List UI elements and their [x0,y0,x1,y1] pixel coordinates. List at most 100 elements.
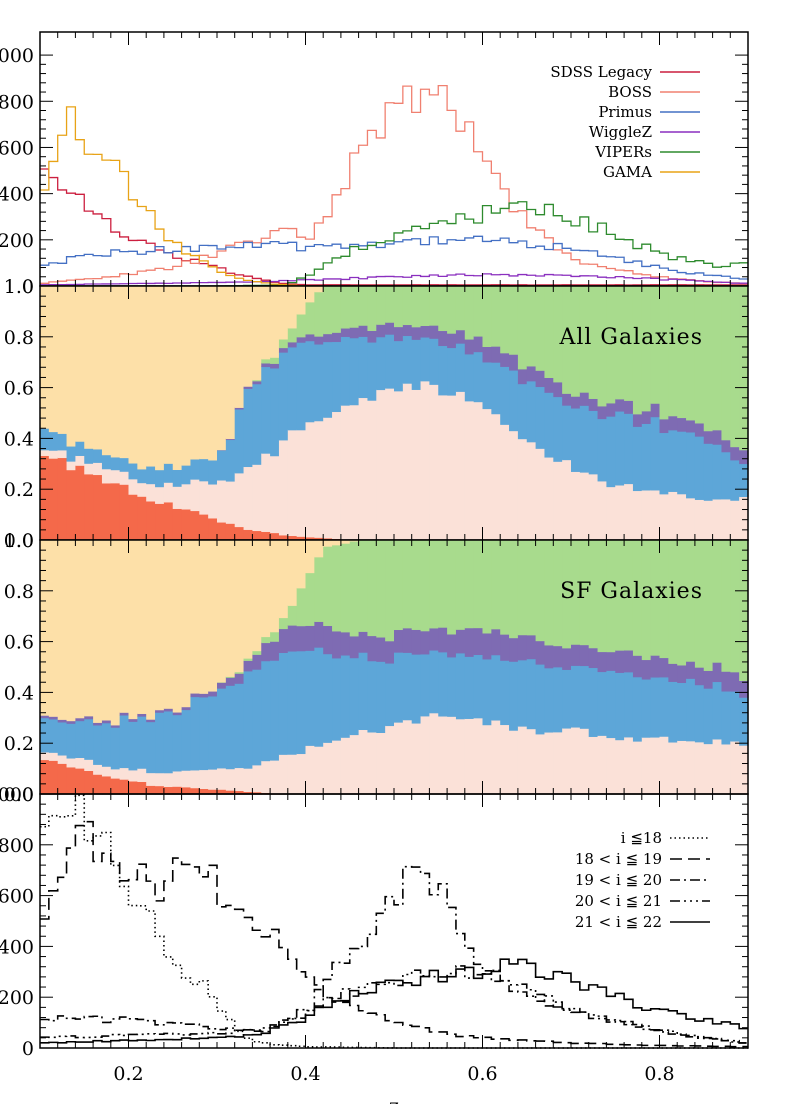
area-bin-primus [252,669,262,766]
area-bin-primus [101,454,112,470]
area-bin-primus [93,448,103,463]
area-bin-gama [155,540,165,711]
area-bin-primus [66,723,76,759]
area-bin-wigglez [438,627,448,653]
area-bin-sdss-legacy [243,529,253,541]
y-tick-label: 600 [0,137,34,159]
area-bin-vipers [712,540,723,663]
area-bin-primus [553,396,563,462]
area-bin-boss [225,480,236,524]
area-bin-primus [686,678,696,742]
area-bin-primus [367,660,377,733]
area-bin-primus [84,718,94,760]
area-bin-primus [526,380,537,443]
area-bin-vipers [579,286,590,393]
area-bin-gama [128,540,138,720]
area-bin-wigglez [48,716,59,720]
area-bin-sdss-legacy [181,786,192,795]
area-bin-primus [40,717,50,753]
area-bin-primus [225,439,236,482]
panel-title: All Galaxies [558,325,703,350]
area-bin-vipers [526,540,537,636]
area-bin-vipers [606,540,616,653]
area-bin-gama [305,540,315,574]
area-bin-wigglez [411,629,422,655]
area-bin-sdss-legacy [296,536,307,541]
area-bin-boss [730,500,740,541]
area-bin-boss [296,429,307,537]
area-bin-sdss-legacy [48,458,59,541]
area-bin-gama [93,286,103,450]
area-bin-boss [332,740,342,795]
area-bin-gama [48,286,59,433]
area-bin-sdss-legacy [199,788,209,795]
area-bin-primus [597,671,607,736]
area-bin-gama [190,286,200,460]
y-tick-label: 0.0 [4,784,34,806]
area-bin-primus [438,345,448,396]
area-bin-boss [429,384,439,541]
area-bin-boss [358,397,369,541]
area-bin-primus [234,683,245,769]
area-bin-primus [668,681,678,743]
area-bin-vipers [668,540,678,664]
area-bin-primus [420,653,430,717]
area-bin-wigglez [588,398,599,411]
area-bin-boss [571,471,581,541]
area-bin-sdss-legacy [252,791,262,795]
area-bin-primus [137,716,147,769]
area-bin-wigglez [340,327,351,337]
area-bin-primus [429,338,439,385]
area-bin-wigglez [491,346,501,363]
area-bin-vipers [509,540,519,639]
panel-top: SDSS Legacy BOSS Primus WiggleZ VIPERs GAMA 0 2… [0,31,749,298]
area-bin-wigglez [650,655,661,678]
area-bin-primus [128,462,138,480]
area-bin-sdss-legacy [278,534,289,541]
area-bin-wigglez [686,661,696,679]
area-bin-gama [101,286,112,456]
area-bin-vipers [739,540,749,681]
area-bin-gama [270,286,280,358]
area-bin-boss [287,429,298,537]
area-bin-wigglez [314,621,324,648]
area-bin-boss [402,383,413,541]
area-bin-primus [119,457,130,472]
area-bin-vipers [270,631,280,642]
area-bin-sdss-legacy [252,530,262,541]
area-bin-vipers [340,543,351,633]
area-bin-wigglez [394,326,404,342]
area-bin-sdss-legacy [75,768,85,795]
series-line-boss [40,84,748,284]
area-bin-wigglez [703,430,714,444]
area-bin-wigglez [650,403,661,418]
area-bin-gama [93,540,103,723]
y-tick-label: 0.4 [4,682,34,704]
area-bin-primus [562,669,572,729]
area-bin-boss [402,719,413,795]
area-bin-primus [119,714,130,769]
area-bin-wigglez [455,629,466,654]
area-bin-vipers [252,650,262,655]
area-bin-boss [615,484,625,541]
area-bin-primus [394,340,404,392]
area-bin-sdss-legacy [137,496,147,541]
y-tick-label: 0 [22,1038,34,1060]
area-bin-wigglez [615,650,625,673]
area-bin-sdss-legacy [225,790,236,795]
area-bin-boss [420,380,430,541]
area-bin-boss [668,491,678,541]
area-bin-boss [172,486,183,509]
area-bin-wigglez [526,365,537,382]
area-bin-vipers [464,540,475,629]
area-bin-primus [659,676,669,737]
area-bin-boss [517,726,528,795]
area-bin-vipers [261,636,271,644]
area-bin-wigglez [447,633,457,658]
area-bin-primus [579,405,590,473]
y-tick-label: 400 [0,184,34,206]
area-bin-primus [137,468,147,484]
legend-label: 20 < i ≦ 21 [575,892,662,910]
area-bin-wigglez [597,405,607,420]
area-bin-vipers [597,540,607,653]
